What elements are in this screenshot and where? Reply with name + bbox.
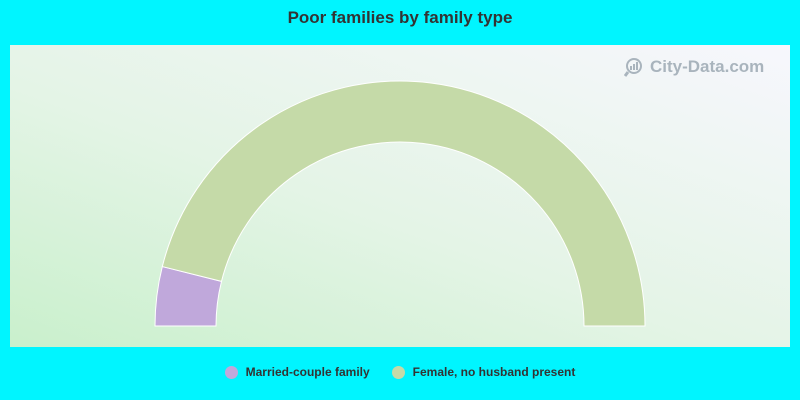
legend: Married-couple family Female, no husband … [0,364,800,380]
watermark: City-Data.com [624,57,764,77]
chart-title: Poor families by family type [287,8,513,27]
legend-swatch [391,365,405,379]
legend-label: Female, no husband present [412,365,576,379]
legend-item: Married-couple family [224,364,370,380]
magnifier-chart-icon [624,57,646,77]
watermark-text: City-Data.com [650,57,765,76]
legend-item: Female, no husband present [391,364,576,380]
legend-swatch [224,365,238,379]
donut-segment-female-no-husband-present [161,80,646,327]
legend-label: Married-couple family [245,365,370,379]
